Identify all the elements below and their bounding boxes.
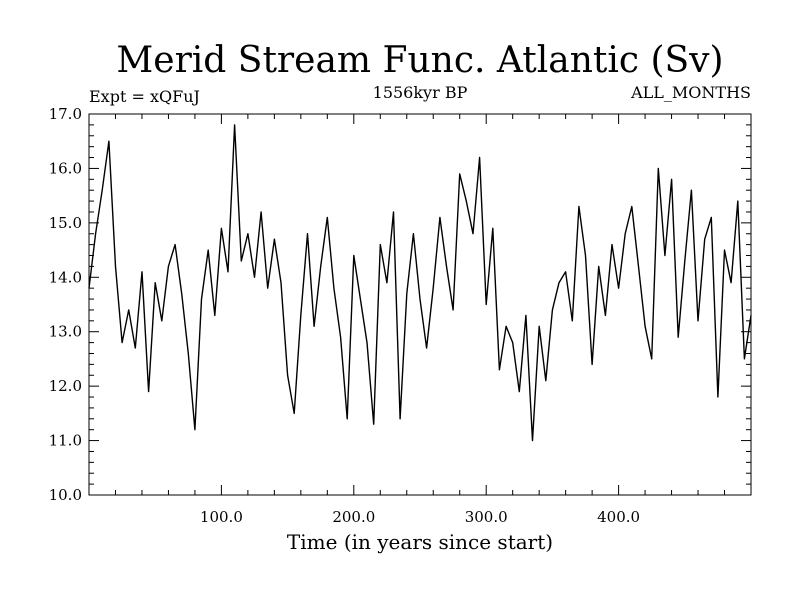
y-tick-label: 13.0 [49,323,82,341]
months-label: ALL_MONTHS [630,83,751,102]
plot-frame [88,113,752,496]
y-tick-label: 10.0 [49,486,82,504]
y-tick-label: 17.0 [49,105,82,123]
y-tick-label: 15.0 [49,214,82,232]
chart-title: Merid Stream Func. Atlantic (Sv) [116,40,723,81]
axis-tick-labels: 100.0 200.0 300.0 400.0 10.0 11.0 12.0 13.0 14.0… [49,105,640,526]
y-tick-label: 14.0 [49,268,82,286]
y-tick-label: 11.0 [49,432,82,450]
period-label: 1556kyr BP [373,83,468,102]
axis-ticks [89,114,751,495]
y-tick-label: 12.0 [49,377,82,395]
series-line [88,124,752,442]
x-tick-label: 200.0 [332,508,375,526]
experiment-label: Expt = xQFuJ [89,87,200,106]
x-tick-label: 400.0 [597,508,640,526]
x-tick-label: 300.0 [465,508,508,526]
y-tick-label: 16.0 [49,159,82,177]
x-axis-label: Time (in years since start) [287,530,553,554]
x-tick-label: 100.0 [200,508,243,526]
